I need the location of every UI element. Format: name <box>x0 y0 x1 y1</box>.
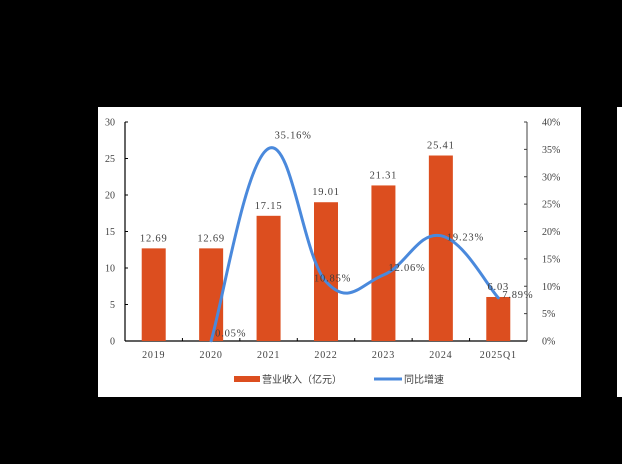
bar-value-label: 25.41 <box>427 141 455 152</box>
bar-value-label: 12.69 <box>197 233 225 244</box>
line-value-label: 10.85% <box>314 274 351 285</box>
x-tick-label: 2025Q1 <box>480 350 517 361</box>
legend-bar-swatch <box>234 376 260 382</box>
bar-series <box>141 155 511 341</box>
left-tick-label: 25 <box>105 154 115 165</box>
bar <box>486 296 511 341</box>
line-value-label: 19.23% <box>447 233 484 244</box>
bar-value-label: 12.69 <box>140 233 168 244</box>
x-tick-label: 2020 <box>200 350 223 361</box>
right-tick-label: 5% <box>542 309 555 320</box>
right-tick-label: 30% <box>542 172 560 183</box>
left-tick-label: 5 <box>110 300 115 311</box>
x-tick-label: 2021 <box>257 350 280 361</box>
bar <box>314 202 338 341</box>
bar <box>428 155 453 341</box>
line-series <box>209 146 500 343</box>
left-tick-label: 30 <box>105 118 115 129</box>
left-tick-label: 20 <box>105 191 115 202</box>
edge-strip <box>617 107 622 397</box>
chart-panel <box>98 107 581 397</box>
line-value-label: 0.05% <box>215 329 246 340</box>
line-value-label: 7.89% <box>502 290 533 301</box>
data-labels: 12.69 12.69 17.15 19.01 21.31 25.41 6.03 0.05% 3… <box>140 130 533 340</box>
bar-value-label: 21.31 <box>370 170 398 181</box>
x-tick-label: 2024 <box>429 350 452 361</box>
legend: 营业收入（亿元） 同比增速 <box>234 373 444 386</box>
line-value-label: 35.16% <box>275 130 312 141</box>
x-tick-label: 2022 <box>314 350 337 361</box>
right-tick-label: 10% <box>542 282 560 293</box>
bar <box>256 215 281 341</box>
x-tick-label: 2019 <box>142 350 165 361</box>
left-tick-label: 0 <box>110 337 115 348</box>
bar-value-label: 6.03 <box>487 282 509 293</box>
bar <box>141 248 166 341</box>
bar-value-label: 17.15 <box>255 201 283 212</box>
bar <box>371 185 396 341</box>
right-tick-label: 20% <box>542 227 560 238</box>
right-tick-label: 0% <box>542 337 555 348</box>
bar-value-label: 19.01 <box>312 187 340 198</box>
right-tick-label: 40% <box>542 118 560 129</box>
legend-line-label: 同比增速 <box>404 373 444 386</box>
x-tick-label: 2023 <box>372 350 395 361</box>
line-value-label: 12.06% <box>388 263 425 274</box>
right-tick-label: 25% <box>542 200 560 211</box>
right-tick-label: 15% <box>542 254 560 265</box>
right-tick-label: 35% <box>542 145 560 156</box>
bar <box>199 248 224 341</box>
left-tick-label: 10 <box>105 264 115 275</box>
left-tick-label: 15 <box>105 227 115 238</box>
legend-bar-label: 营业收入（亿元） <box>262 373 342 386</box>
growth-line <box>209 146 500 343</box>
